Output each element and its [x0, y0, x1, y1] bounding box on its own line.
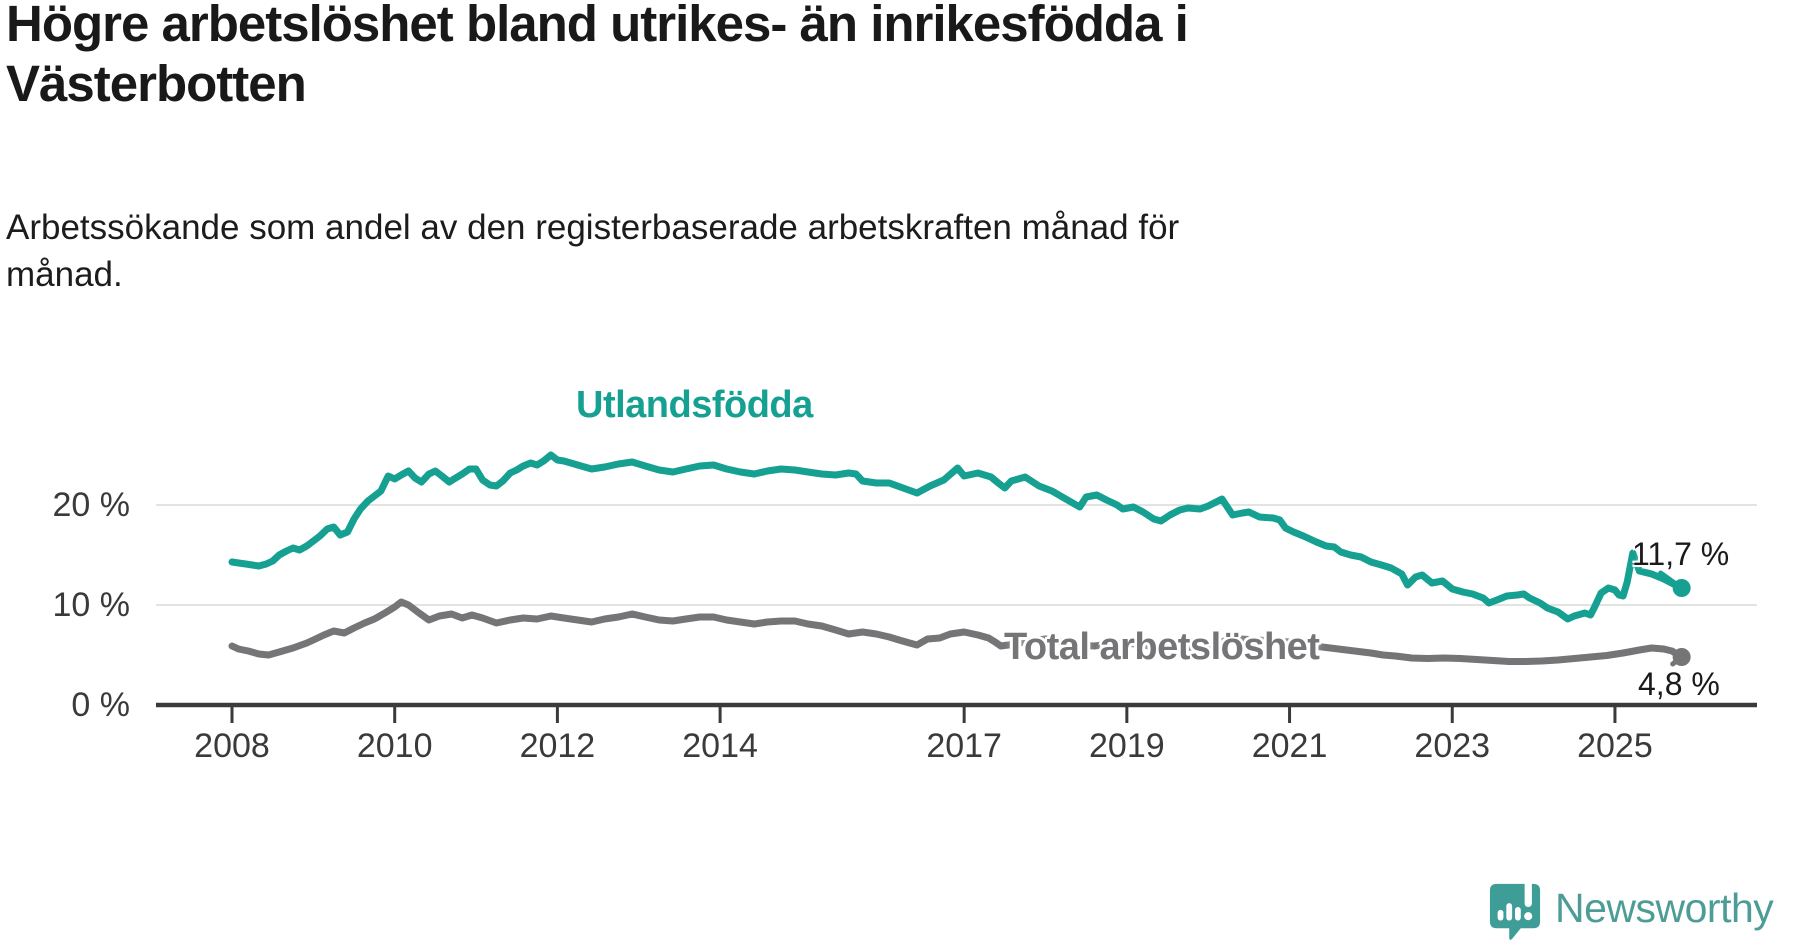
- newsworthy-logo-icon: [1489, 880, 1541, 940]
- x-tick-label-2021: 2021: [1251, 727, 1328, 765]
- x-tick-label-2008: 2008: [194, 727, 270, 765]
- x-axis: [156, 702, 1757, 723]
- series-line-utlandsfodda: [228, 451, 1686, 623]
- end-value-label-total: 4,8 %: [1638, 666, 1720, 702]
- y-tick-label-10: 10 %: [52, 586, 131, 624]
- end-dot-total: [1672, 648, 1691, 666]
- gridlines: [156, 504, 1757, 606]
- end-dot-utlandsfodda: [1672, 579, 1691, 597]
- x-tick-label-2014: 2014: [682, 727, 758, 765]
- y-tick-label-0: 0 %: [71, 686, 130, 724]
- series-line-total-arbetsloshet: [228, 598, 1686, 665]
- y-tick-label-20: 20 %: [52, 486, 131, 524]
- page-title: Högre arbetslöshet bland utrikes- än inr…: [6, 0, 1189, 112]
- x-tick-label-2017: 2017: [926, 727, 1002, 765]
- x-tick-label-2025: 2025: [1577, 727, 1653, 765]
- series-endpoints: [1658, 570, 1691, 667]
- x-tick-label-2019: 2019: [1089, 727, 1165, 765]
- x-tick-label-2012: 2012: [519, 727, 596, 765]
- newsworthy-logo-text: Newsworthy: [1555, 884, 1774, 931]
- series-label-total-arbetsloshet: Total arbetslöshet: [1004, 626, 1320, 668]
- newsworthy-logo[interactable]: Newsworthy: [1488, 878, 1774, 940]
- series-label-utlandsfodda: Utlandsfödda: [576, 384, 813, 426]
- end-value-label-utlandsfodda: 11,7 %: [1632, 536, 1730, 572]
- page-subtitle: Arbetssökande som andel av den registerb…: [6, 208, 1180, 294]
- x-tick-label-2010: 2010: [356, 727, 433, 765]
- x-tick-label-2023: 2023: [1414, 727, 1491, 765]
